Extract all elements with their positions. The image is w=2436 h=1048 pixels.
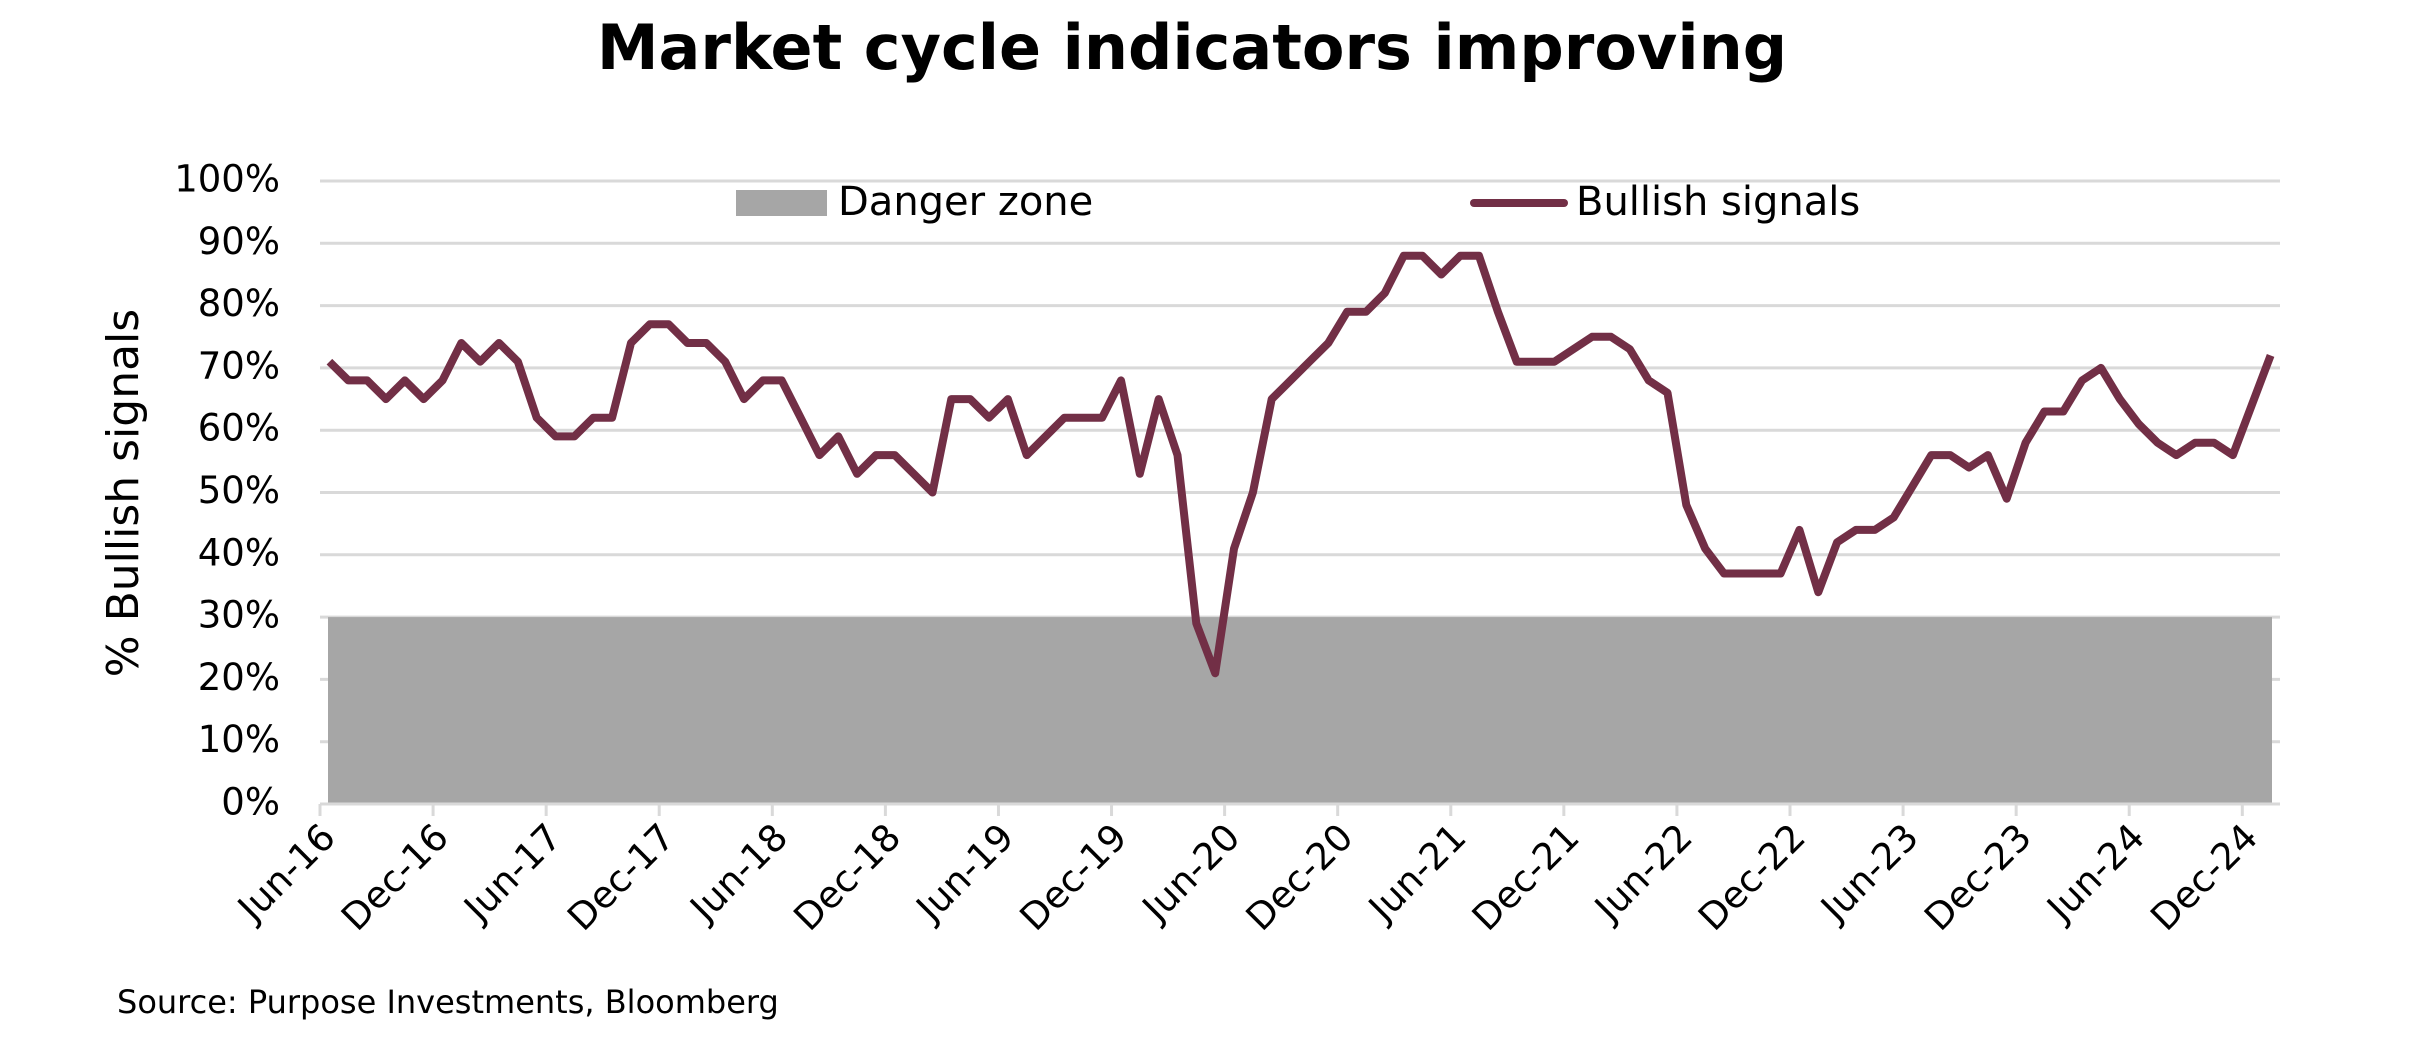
y-tick-label: 20% (198, 656, 280, 699)
source-note: Source: Purpose Investments, Bloomberg (117, 983, 779, 1021)
danger-zone (328, 617, 2272, 804)
x-tick-label: Jun-21 (1359, 815, 1474, 930)
x-tick-label: Dec-21 (1464, 815, 1588, 939)
x-tick-label: Jun-23 (1811, 815, 1926, 930)
x-tick-label: Jun-17 (455, 815, 570, 930)
x-tick-label: Jun-18 (681, 815, 796, 930)
y-tick-label: 30% (198, 594, 280, 637)
x-tick-label: Dec-17 (559, 815, 683, 939)
y-tick-label: 70% (198, 344, 280, 387)
x-tick-label: Dec-16 (333, 815, 457, 939)
legend-label: Danger zone (838, 179, 1093, 225)
x-tick-label: Jun-16 (228, 815, 343, 930)
y-tick-label: 0% (221, 781, 280, 824)
x-tick-label: Jun-19 (907, 815, 1022, 930)
y-tick-label: 40% (198, 531, 280, 574)
y-tick-label: 50% (198, 469, 280, 512)
y-tick-label: 90% (198, 220, 280, 263)
y-axis-label: % Bullish signals (98, 309, 149, 677)
chart-title: Market cycle indicators improving (597, 11, 1787, 84)
data-line (326, 251, 2275, 678)
x-tick-label: Dec-22 (1690, 815, 1814, 939)
x-tick-label: Dec-20 (1238, 815, 1362, 939)
y-tick-label: 60% (198, 407, 280, 450)
y-tick-label: 80% (198, 282, 280, 325)
legend-swatch (736, 190, 827, 216)
x-tick-label: Dec-23 (1916, 815, 2040, 939)
x-tick-label: Jun-24 (2038, 815, 2153, 930)
y-tick-label: 100% (174, 158, 280, 201)
x-tick-label: Dec-24 (2142, 815, 2266, 939)
x-tick-label: Dec-19 (1012, 815, 1136, 939)
x-tick-label: Dec-18 (785, 815, 909, 939)
x-tick-label: Jun-20 (1133, 815, 1248, 930)
y-tick-label: 10% (198, 718, 280, 761)
legend-label: Bullish signals (1576, 179, 1860, 225)
x-tick-label: Jun-22 (1585, 815, 1700, 930)
